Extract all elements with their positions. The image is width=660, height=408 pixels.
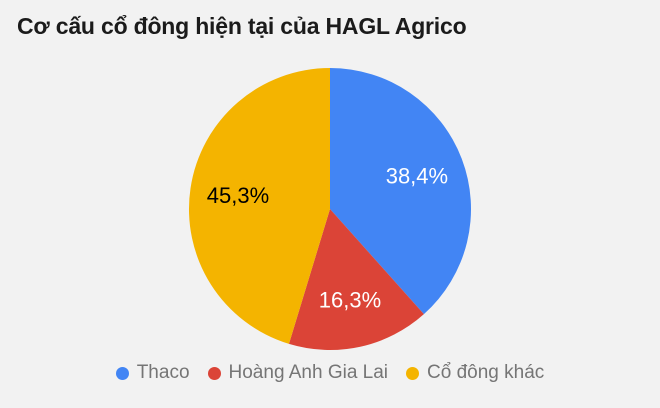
slice-value-label: 38,4% <box>386 163 448 188</box>
legend-label: Thaco <box>136 362 190 383</box>
pie-slices: 38,4% 16,3% 45,3% <box>188 67 472 351</box>
legend-item-hoang-anh-gia-lai: Hoàng Anh Gia Lai <box>207 362 389 384</box>
pie-slice-2[interactable] <box>188 67 330 344</box>
pie-slice-0[interactable] <box>330 68 472 315</box>
legend-item-co-dong-khac: Cổ đông khác <box>406 362 544 384</box>
legend-dot <box>406 366 420 380</box>
pie-slice-1[interactable] <box>288 209 424 351</box>
chart-title: Cơ cấu cổ đông hiện tại của HAGL Agrico <box>17 13 467 39</box>
legend: Thaco Hoàng Anh Gia Lai Cổ đông khác <box>0 360 660 386</box>
legend-item-thaco: Thaco <box>115 362 190 384</box>
slice-value-label: 45,3% <box>207 183 269 208</box>
legend-dot <box>207 366 221 380</box>
legend-label: Cổ đông khác <box>427 362 545 383</box>
legend-label: Hoàng Anh Gia Lai <box>228 362 389 383</box>
slice-value-label: 16,3% <box>319 287 381 312</box>
legend-dot <box>115 366 129 380</box>
